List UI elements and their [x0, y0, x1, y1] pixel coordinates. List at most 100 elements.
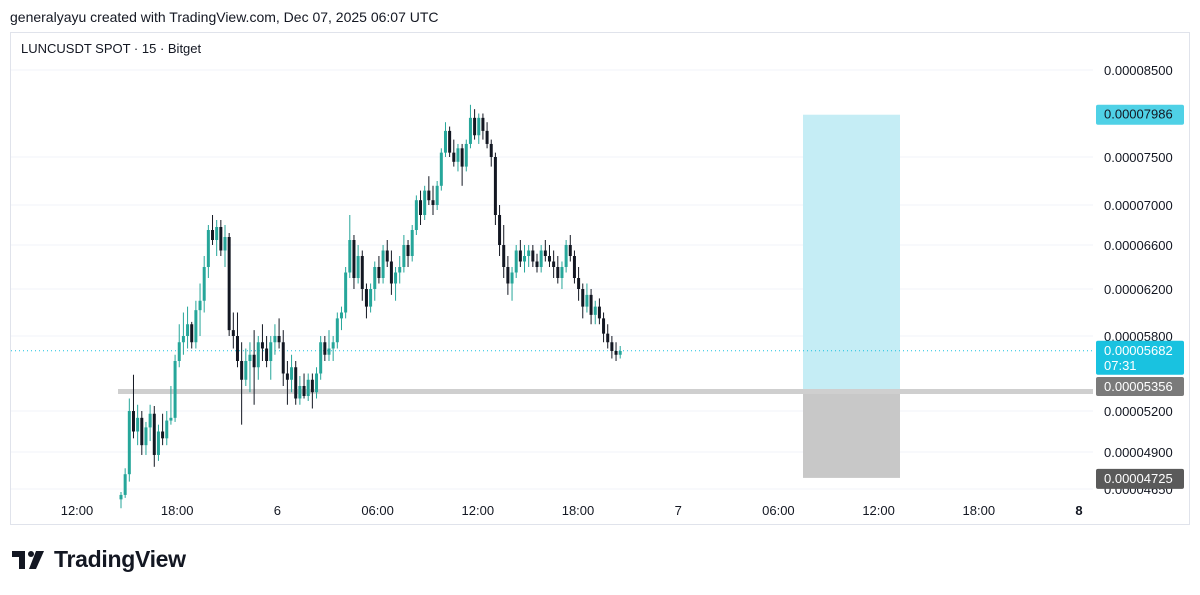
price-axis-label: 0.00004900	[1104, 445, 1173, 460]
candle-body	[610, 342, 614, 351]
candle-body	[489, 143, 493, 157]
candle-body	[443, 130, 447, 153]
candle-body	[335, 318, 339, 343]
candle-body	[269, 342, 273, 361]
candle-body	[156, 431, 160, 455]
price-axis-label: 0.00006200	[1104, 282, 1173, 297]
candle-body	[406, 245, 410, 256]
candle-body	[369, 289, 373, 307]
candle-body	[423, 190, 427, 215]
time-axis-label: 18:00	[161, 503, 194, 518]
candle-body	[123, 474, 127, 495]
candle-body	[523, 256, 527, 262]
candle-body	[211, 230, 215, 240]
time-axis-label: 12:00	[862, 503, 895, 518]
candle-body	[518, 250, 522, 262]
candle-body	[273, 336, 277, 343]
candle-body	[294, 367, 298, 399]
candle-body	[477, 117, 481, 136]
candle-body	[315, 373, 319, 393]
candle-body	[398, 267, 402, 273]
last-price-tag-text: 07:31	[1104, 358, 1137, 373]
candle-body	[419, 200, 423, 215]
candle-body	[281, 342, 285, 374]
candle-body	[198, 300, 202, 311]
take-profit-zone	[803, 114, 900, 392]
candle-body	[485, 130, 489, 144]
time-axis-label: 18:00	[963, 503, 996, 518]
candle-body	[186, 324, 190, 336]
time-axis-label: 18:00	[562, 503, 595, 518]
candle-body	[597, 306, 601, 319]
candle-body	[427, 190, 431, 201]
candle-body	[585, 294, 589, 307]
candle-body	[215, 227, 219, 240]
candle-body	[348, 240, 352, 273]
candle-body	[119, 494, 123, 500]
price-axis-label: 0.00005800	[1104, 329, 1173, 344]
take-profit-tag-text: 0.00007986	[1104, 107, 1173, 122]
candle-body	[298, 386, 302, 399]
price-axis-label: 0.00008500	[1104, 63, 1173, 78]
candle-body	[464, 143, 468, 167]
candle-body	[231, 330, 235, 336]
tradingview-logo-icon	[12, 550, 44, 569]
candle-body	[414, 200, 418, 230]
candle-body	[339, 312, 343, 319]
candle-body	[223, 237, 227, 251]
candle-body	[344, 272, 348, 313]
entry-tag-text: 0.00005356	[1104, 379, 1173, 394]
candle-body	[310, 379, 314, 393]
candle-body	[131, 411, 135, 432]
candle-body	[319, 342, 323, 374]
candle-body	[323, 342, 327, 355]
candle-body	[190, 324, 194, 343]
candle-body	[535, 261, 539, 267]
candle-body	[206, 230, 210, 267]
candle-body	[290, 367, 294, 380]
take-profit-tag: 0.00007986	[1096, 104, 1184, 125]
candle-body	[506, 267, 510, 284]
candle-body	[456, 148, 460, 162]
candle-body	[527, 250, 531, 256]
candle-body	[452, 152, 456, 162]
price-axis[interactable]: 0.00008500 0.00007500 0.00007000 0.00006600…	[1104, 63, 1173, 497]
time-axis-label: 12:00	[462, 503, 495, 518]
candle-body	[539, 250, 543, 267]
candle-body	[173, 361, 177, 418]
candle-body	[439, 152, 443, 186]
candle-body	[144, 427, 148, 446]
candle-body	[327, 348, 331, 355]
candle-body	[219, 227, 223, 251]
candle-body	[602, 318, 606, 334]
candle-body	[235, 336, 239, 361]
candle-body	[136, 417, 140, 432]
long-position-tool[interactable]	[11, 114, 1093, 478]
price-axis-label: 0.00007000	[1104, 198, 1173, 213]
candle-body	[165, 420, 169, 439]
entry-tag-bg	[1096, 377, 1184, 396]
candle-body	[252, 354, 256, 368]
candle-body	[169, 417, 173, 421]
take-profit-tag-bg	[1096, 104, 1184, 125]
price-axis-label: 0.00005200	[1104, 404, 1173, 419]
time-axis[interactable]: 12:00 18:00 6 06:00 12:00 18:00 7 06:00 12:00 18:…	[61, 503, 1083, 518]
candle-body	[364, 289, 368, 307]
time-axis-label: 7	[675, 503, 682, 518]
candle-body	[556, 267, 560, 278]
candle-body	[473, 117, 477, 136]
symbol-label[interactable]: LUNCUSDT SPOT · 15 · Bitget	[21, 41, 202, 56]
stop-loss-zone	[803, 391, 900, 478]
candle-body	[606, 333, 610, 343]
stop-loss-tag-bg	[1096, 468, 1184, 489]
candle-body	[227, 237, 231, 331]
candle-body	[498, 215, 502, 245]
candle-body	[194, 310, 198, 343]
candle-series	[119, 104, 622, 509]
candle-body	[352, 240, 356, 278]
tradingview-logo[interactable]: TradingView	[12, 546, 186, 573]
candle-body	[181, 336, 185, 343]
